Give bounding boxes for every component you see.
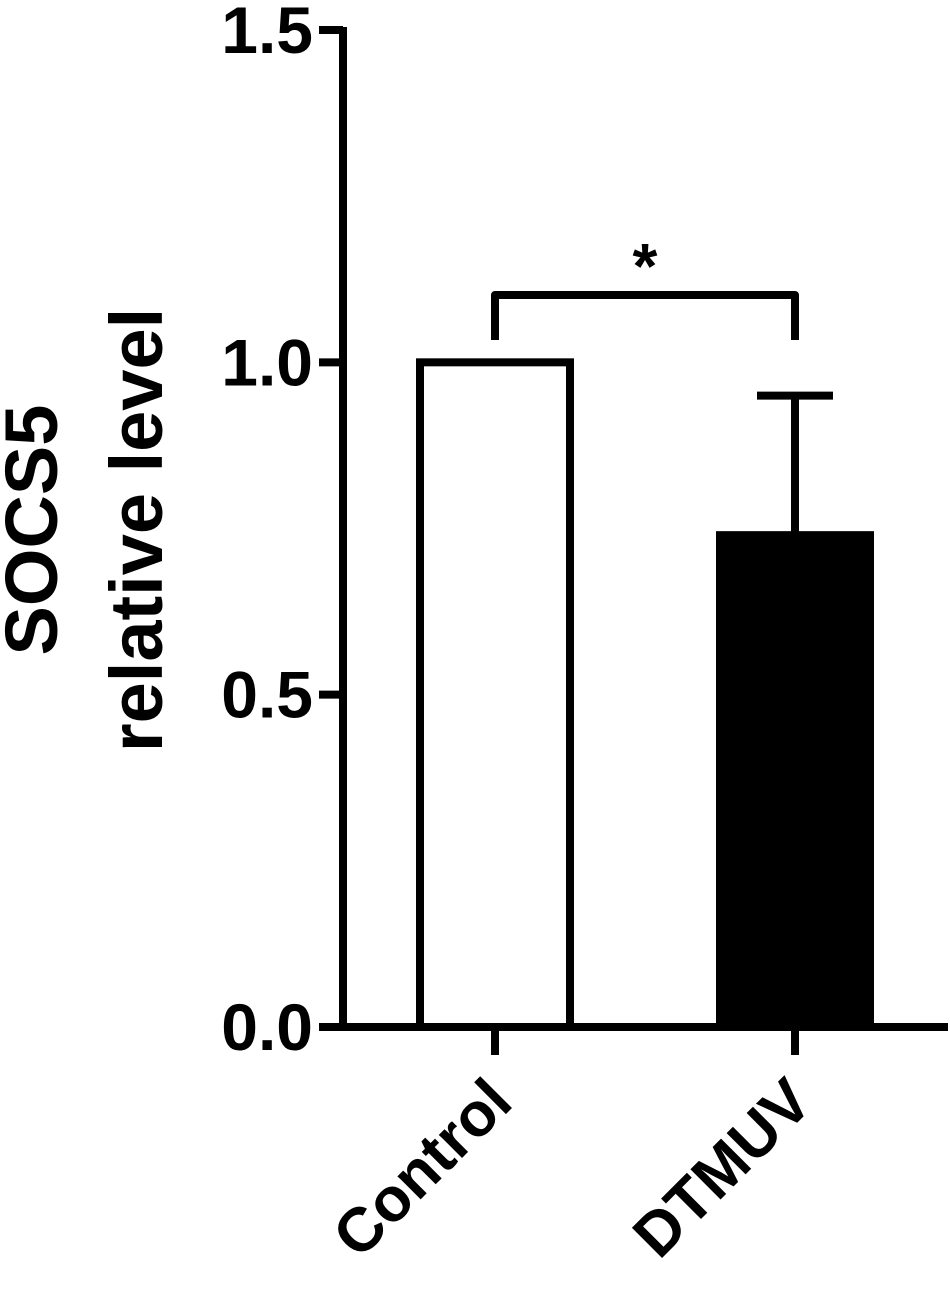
y-axis-title-line-1: SOCS5 [0, 405, 73, 656]
plot-area: 0.0 0.5 1.0 1.5 Control DTMUV * [221, 0, 948, 1271]
y-axis-title: SOCS5 relative level [0, 308, 178, 752]
significance-label: * [633, 230, 658, 302]
y-tick-label: 0.5 [221, 658, 313, 732]
y-tick-label: 0.0 [221, 990, 313, 1064]
bar-control [416, 358, 574, 1032]
x-tick-label-control: Control [320, 1066, 525, 1271]
y-axis-title-line-2: relative level [95, 308, 178, 752]
y-tick-label: 1.5 [221, 0, 313, 67]
y-tick-label: 1.0 [221, 325, 313, 399]
bar-dtmuv [716, 531, 874, 1031]
x-tick-label-dtmuv: DTMUV [620, 1066, 825, 1271]
significance-bracket [491, 291, 799, 340]
